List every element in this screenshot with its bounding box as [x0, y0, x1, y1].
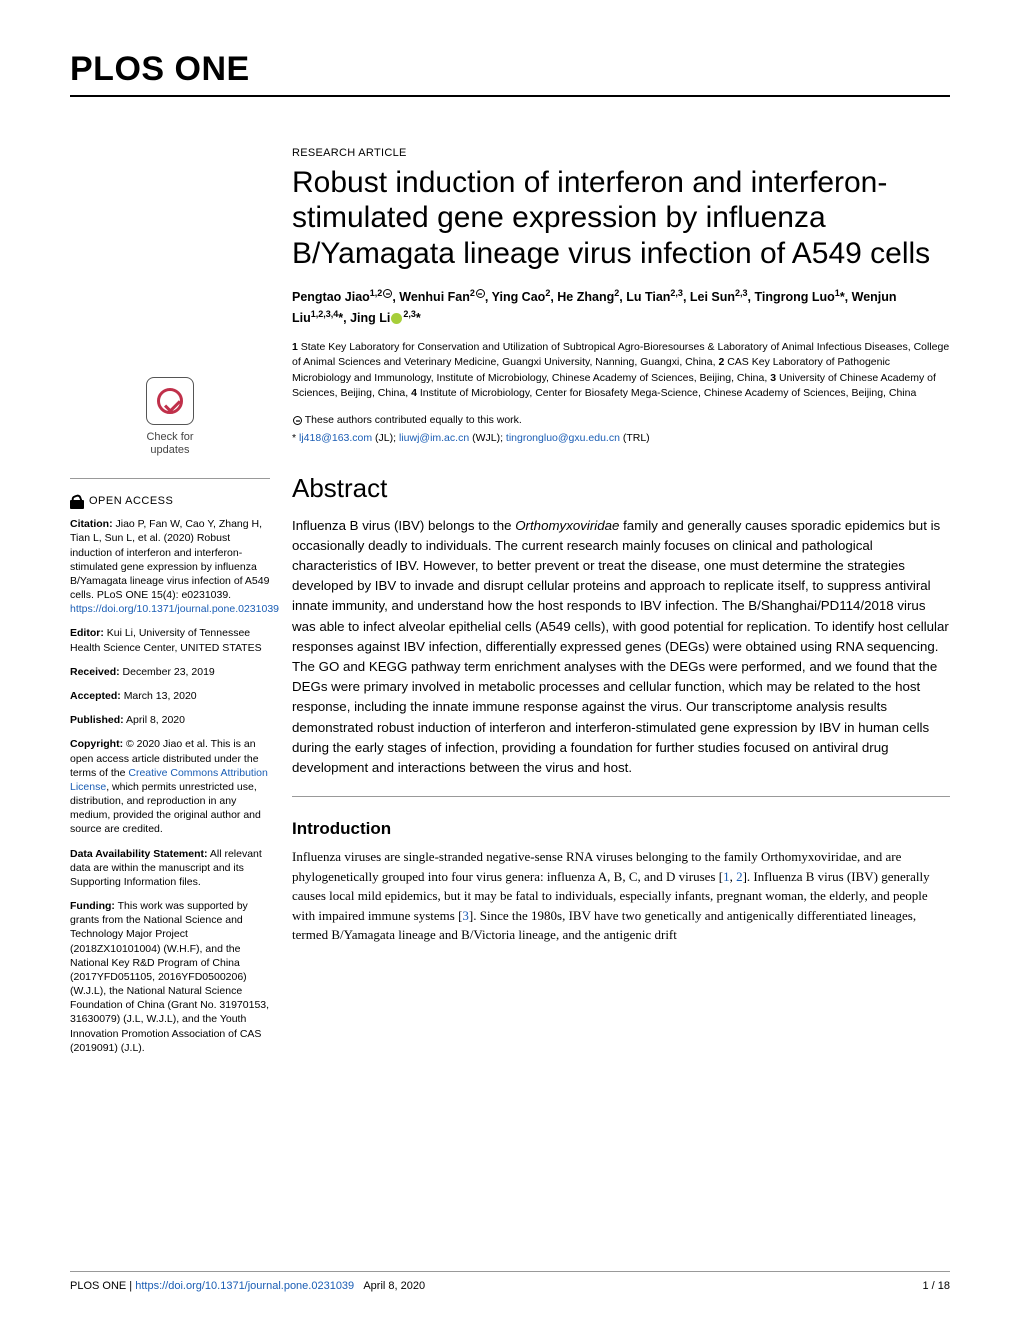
- editor-block: Editor: Kui Li, University of Tennessee …: [70, 626, 270, 654]
- published-label: Published:: [70, 714, 124, 726]
- data-availability-block: Data Availability Statement: All relevan…: [70, 847, 270, 890]
- sidebar: Check for updates OPEN ACCESS Citation: …: [70, 147, 270, 1065]
- two-column-layout: Check for updates OPEN ACCESS Citation: …: [70, 147, 950, 1065]
- page-number: 1 / 18: [922, 1280, 950, 1292]
- header-rule: [70, 95, 950, 97]
- introduction-heading: Introduction: [292, 819, 950, 839]
- funding-text: This work was supported by grants from t…: [70, 900, 269, 1054]
- citation-label: Citation:: [70, 518, 113, 530]
- introduction-body: Influenza viruses are single-stranded ne…: [292, 847, 950, 945]
- published-block: Published: April 8, 2020: [70, 713, 270, 727]
- crossmark-icon: [146, 377, 194, 425]
- funding-label: Funding:: [70, 900, 115, 912]
- correspondence-note: * lj418@163.com (JL); liuwj@im.ac.cn (WJ…: [292, 431, 950, 447]
- open-lock-icon: [70, 493, 84, 509]
- sidebar-divider: [70, 478, 270, 479]
- open-access-label: OPEN ACCESS: [89, 494, 173, 509]
- equal-contribution-text: These authors contributed equally to thi…: [305, 414, 522, 426]
- accepted-block: Accepted: March 13, 2020: [70, 689, 270, 703]
- article-title: Robust induction of interferon and inter…: [292, 165, 950, 271]
- open-access-row: OPEN ACCESS: [70, 493, 270, 509]
- accepted-text: March 13, 2020: [124, 690, 197, 702]
- affiliations: 1 State Key Laboratory for Conservation …: [292, 340, 950, 401]
- check-for-updates[interactable]: Check for updates: [70, 377, 270, 456]
- equal-contribution-icon: [293, 416, 302, 425]
- journal-name: PLOS ONE: [70, 50, 950, 89]
- footer-citation: PLOS ONE | https://doi.org/10.1371/journ…: [70, 1280, 425, 1292]
- copyright-label: Copyright:: [70, 738, 123, 750]
- main-content: RESEARCH ARTICLE Robust induction of int…: [292, 147, 950, 1065]
- abstract-heading: Abstract: [292, 473, 950, 504]
- page-footer: PLOS ONE | https://doi.org/10.1371/journ…: [70, 1271, 950, 1292]
- section-divider: [292, 796, 950, 797]
- citation-text: Jiao P, Fan W, Cao Y, Zhang H, Tian L, S…: [70, 518, 279, 615]
- accepted-label: Accepted:: [70, 690, 121, 702]
- orcid-icon: [391, 313, 402, 324]
- article-type: RESEARCH ARTICLE: [292, 147, 950, 159]
- equal-contribution-note: These authors contributed equally to thi…: [292, 413, 950, 429]
- copyright-block: Copyright: © 2020 Jiao et al. This is an…: [70, 737, 270, 836]
- authors-list: Pengtao Jiao1,2, Wenhui Fan2, Ying Cao2,…: [292, 287, 950, 328]
- received-text: December 23, 2019: [123, 666, 215, 678]
- received-block: Received: December 23, 2019: [70, 665, 270, 679]
- received-label: Received:: [70, 666, 120, 678]
- abstract-body: Influenza B virus (IBV) belongs to the O…: [292, 516, 950, 779]
- copyright-text: © 2020 Jiao et al. This is an open acces…: [70, 738, 268, 835]
- funding-block: Funding: This work was supported by gran…: [70, 899, 270, 1055]
- published-text: April 8, 2020: [126, 714, 185, 726]
- editor-label: Editor:: [70, 627, 104, 639]
- citation-block: Citation: Jiao P, Fan W, Cao Y, Zhang H,…: [70, 517, 270, 616]
- data-availability-label: Data Availability Statement:: [70, 848, 208, 860]
- check-for-updates-label: Check for updates: [146, 431, 193, 456]
